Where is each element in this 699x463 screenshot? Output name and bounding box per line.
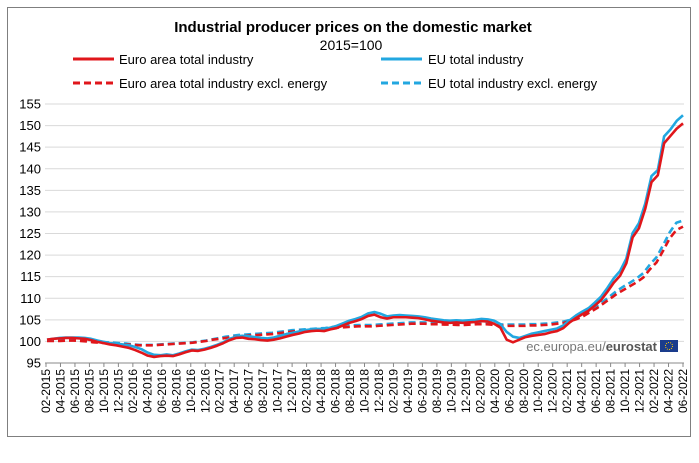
- x-tick-label: 06-2022: [676, 369, 690, 413]
- y-tick-label: 130: [19, 204, 41, 219]
- x-tick-label: 08-2019: [430, 369, 444, 413]
- x-tick-label: 02-2019: [386, 369, 400, 413]
- x-tick-label: 10-2015: [97, 369, 111, 413]
- x-tick-label: 04-2015: [53, 369, 67, 413]
- x-tick-label: 10-2020: [531, 369, 545, 413]
- plot-area: [46, 114, 684, 359]
- legend-item-euro-area-total: Euro area total industry: [73, 52, 254, 67]
- x-tick-label: 04-2018: [314, 369, 328, 413]
- y-tick-label: 135: [19, 183, 41, 198]
- x-tick-label: 06-2017: [242, 369, 256, 413]
- x-tick-label: 08-2020: [517, 369, 531, 413]
- x-tick-label: 12-2016: [198, 369, 212, 413]
- x-tick-label: 04-2020: [488, 369, 502, 413]
- y-tick-label: 150: [19, 118, 41, 133]
- x-tick-label: 10-2018: [358, 369, 372, 413]
- x-tick-label: 04-2021: [575, 369, 589, 413]
- x-tick-label: 04-2022: [662, 369, 676, 413]
- x-tick-label: 08-2021: [604, 369, 618, 413]
- x-tick-label: 02-2016: [126, 369, 140, 413]
- x-tick-label: 10-2019: [444, 369, 458, 413]
- x-tick-label: 06-2016: [155, 369, 169, 413]
- source-watermark: ec.europa.eu/eurostat: [526, 339, 678, 354]
- x-tick-label: 02-2020: [473, 369, 487, 413]
- y-tick-label: 95: [27, 356, 41, 371]
- y-tick-label: 140: [19, 161, 41, 176]
- chart-canvas: Industrial producer prices on the domest…: [19, 19, 690, 413]
- x-tick-label: 08-2016: [169, 369, 183, 413]
- x-tick-label: 12-2018: [372, 369, 386, 413]
- x-tick-label: 08-2018: [343, 369, 357, 413]
- y-tick-label: 145: [19, 140, 41, 155]
- chart-subtitle: 2015=100: [320, 37, 383, 53]
- x-tick-label: 12-2019: [459, 369, 473, 413]
- x-tick-label: 04-2016: [140, 369, 154, 413]
- source-text: ec.europa.eu/eurostat: [526, 339, 657, 354]
- series-line-eu-total-industry: [46, 114, 684, 357]
- chart-title: Industrial producer prices on the domest…: [174, 19, 532, 36]
- series-line-euro-area-total-industry: [46, 122, 684, 359]
- x-tick-label: 06-2015: [68, 369, 82, 413]
- x-tick-label: 06-2021: [589, 369, 603, 413]
- y-tick-label: 155: [19, 97, 41, 112]
- x-tick-label: 08-2015: [82, 369, 96, 413]
- y-tick-label: 100: [19, 334, 41, 349]
- y-tick-label: 120: [19, 248, 41, 263]
- x-tick-label: 02-2017: [213, 369, 227, 413]
- x-tick-label: 04-2017: [227, 369, 241, 413]
- x-tick-label: 06-2019: [415, 369, 429, 413]
- source-prefix: ec.europa.eu/: [526, 339, 606, 354]
- legend-item-euro-area-excl-energy: Euro area total industry excl. energy: [73, 76, 328, 91]
- legend-label: Euro area total industry: [119, 52, 254, 67]
- x-tick-label: 02-2015: [39, 369, 53, 413]
- legend-label: Euro area total industry excl. energy: [119, 76, 328, 91]
- x-tick-label: 04-2019: [401, 369, 415, 413]
- legend-item-eu-total: EU total industry: [381, 52, 524, 67]
- eu-flag-icon: [660, 340, 678, 352]
- x-tick-label: 02-2018: [300, 369, 314, 413]
- legend-label: EU total industry excl. energy: [428, 76, 598, 91]
- x-axis: 02-2015 04-2015 06-2015 08-2015 10-2015 12-20…: [39, 363, 690, 413]
- x-tick-label: 02-2022: [647, 369, 661, 413]
- legend-item-eu-excl-energy: EU total industry excl. energy: [381, 76, 598, 91]
- gridlines: [45, 103, 684, 364]
- x-tick-label: 10-2021: [618, 369, 632, 413]
- source-brand: eurostat: [606, 339, 658, 354]
- legend: Euro area total industry EU total indust…: [73, 52, 598, 91]
- x-tick-label: 12-2015: [111, 369, 125, 413]
- y-tick-label: 110: [20, 291, 41, 306]
- x-tick-label: 06-2018: [329, 369, 343, 413]
- x-tick-label: 12-2021: [633, 369, 647, 413]
- x-tick-label: 06-2020: [502, 369, 516, 413]
- y-tick-label: 115: [20, 269, 41, 284]
- x-tick-label: 10-2017: [271, 369, 285, 413]
- x-tick-label: 12-2020: [546, 369, 560, 413]
- x-tick-label: 12-2017: [285, 369, 299, 413]
- series-line-euro-area-total-industry-excl-energy: [47, 225, 684, 347]
- chart-frame: Industrial producer prices on the domest…: [7, 7, 691, 437]
- y-tick-label: 105: [19, 312, 41, 327]
- x-tick-label: 08-2017: [256, 369, 270, 413]
- y-tick-label: 125: [19, 226, 41, 241]
- y-axis: 95 100 105 110 115 120 125 130 135 140 145 150 155: [19, 97, 41, 371]
- x-tick-label: 10-2016: [184, 369, 198, 413]
- legend-label: EU total industry: [428, 52, 524, 67]
- x-tick-label: 02-2021: [560, 369, 574, 413]
